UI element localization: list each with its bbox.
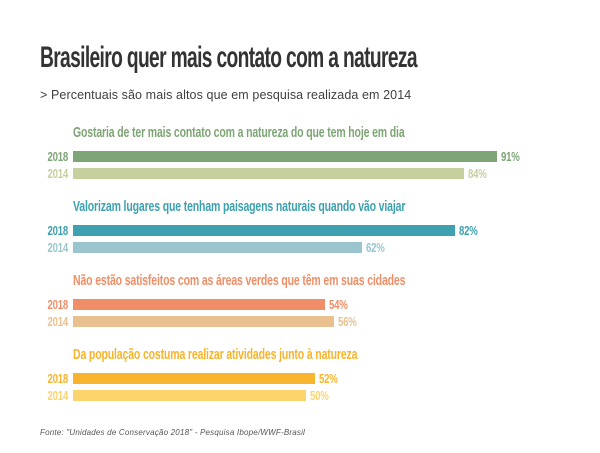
bar-row: 2018 91% [38,149,583,164]
year-label: 2014 [47,388,68,403]
value-label: 56% [338,314,357,329]
bar-row: 2014 84% [38,166,583,181]
bar [73,225,455,236]
bar-row: 2018 52% [38,371,583,386]
value-label: 82% [459,223,478,238]
bar [73,242,362,253]
year-label: 2018 [47,149,68,164]
chart-group: Valorizam lugares que tenham paisagens n… [38,198,583,255]
year-label: 2018 [47,297,68,312]
page-subtitle: > Percentuais são mais altos que em pesq… [40,88,412,102]
bar-row: 2018 82% [38,223,583,238]
group-heading: Não estão satisfeitos com as áreas verde… [73,272,406,289]
bar [73,390,306,401]
bar [73,373,315,384]
bar [73,151,497,162]
bar-row: 2014 56% [38,314,583,329]
year-label: 2014 [47,240,68,255]
value-label: 52% [319,371,338,386]
bar [73,168,464,179]
bar-row: 2018 54% [38,297,583,312]
source-note: Fonte: "Unidades de Conservação 2018" - … [40,428,306,437]
value-label: 84% [468,166,487,181]
group-heading: Gostaria de ter mais contato com a natur… [73,124,405,141]
chart-group: Gostaria de ter mais contato com a natur… [38,124,583,181]
value-label: 91% [501,149,520,164]
chart-group: Não estão satisfeitos com as áreas verde… [38,272,583,329]
value-label: 62% [366,240,385,255]
year-label: 2014 [47,166,68,181]
year-label: 2014 [47,314,68,329]
group-heading: Valorizam lugares que tenham paisagens n… [73,198,406,215]
value-label: 54% [329,297,348,312]
group-heading: Da população costuma realizar atividades… [73,346,358,363]
page-title: Brasileiro quer mais contato com a natur… [40,41,418,74]
bar [73,299,325,310]
bar-row: 2014 50% [38,388,583,403]
bar-row: 2014 62% [38,240,583,255]
year-label: 2018 [47,371,68,386]
value-label: 50% [310,388,329,403]
bar-chart: Gostaria de ter mais contato com a natur… [38,124,583,422]
bar [73,316,334,327]
year-label: 2018 [47,223,68,238]
chart-group: Da população costuma realizar atividades… [38,346,583,403]
